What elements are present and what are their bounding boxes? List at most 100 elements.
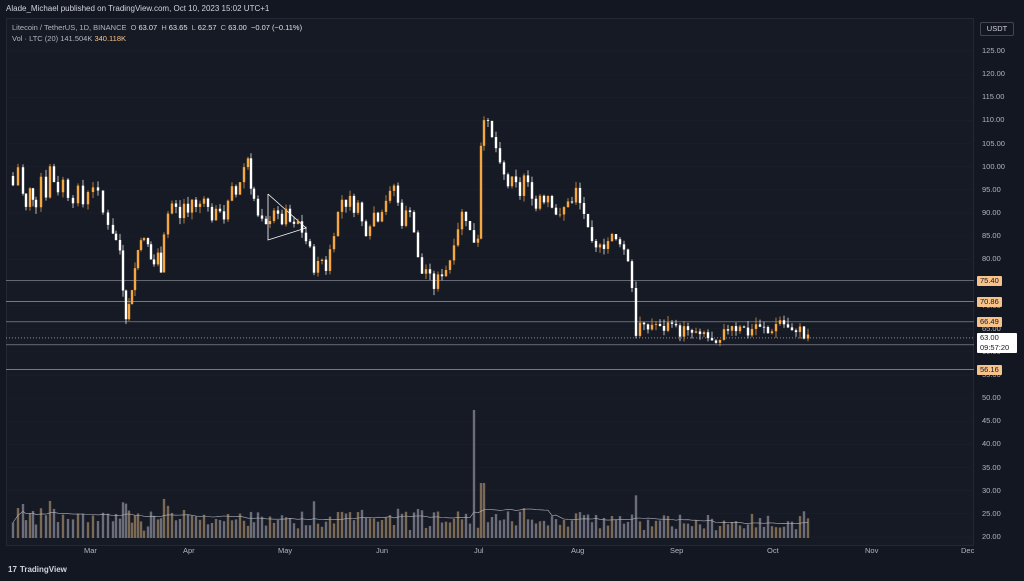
plot-area[interactable] — [6, 18, 974, 546]
candle-body — [602, 244, 606, 249]
candle-body — [162, 234, 166, 273]
volume-bar — [670, 526, 674, 538]
candle-body — [714, 340, 718, 343]
volume-bar — [272, 522, 276, 538]
volume-bar — [610, 515, 614, 538]
volume-bar — [340, 511, 344, 538]
volume-bar — [39, 508, 43, 538]
volume-bar — [586, 514, 590, 538]
candle-body — [234, 186, 238, 195]
candle-body — [206, 198, 210, 207]
volume-bar — [662, 515, 666, 538]
y-tick-label: 35.00 — [982, 462, 1001, 472]
volume-bar — [694, 520, 698, 538]
volume-bar — [190, 515, 194, 538]
candle-body — [666, 322, 670, 331]
candle-body — [582, 203, 586, 214]
high-label: H — [161, 23, 167, 32]
volume-bar — [774, 527, 778, 538]
low-value: 62.57 — [197, 23, 217, 32]
candle-body — [570, 201, 574, 203]
candle-body — [304, 232, 308, 242]
candle-body — [142, 238, 146, 241]
candle-body — [159, 252, 163, 273]
volume-bar — [332, 523, 336, 538]
level-label: 70.86 — [977, 296, 1002, 307]
change-value: −0.07 (−0.11%) — [250, 23, 303, 32]
volume-label[interactable]: Vol · LTC (20) — [12, 34, 59, 43]
volume-bar — [498, 520, 502, 538]
volume-bar — [554, 519, 558, 538]
volume-bar — [292, 523, 296, 538]
candle-body — [372, 212, 376, 227]
candle-body — [218, 208, 222, 212]
volume-bar — [574, 513, 578, 538]
candle-body — [420, 257, 424, 274]
candle-body — [226, 200, 230, 220]
candle-body — [316, 261, 320, 273]
y-tick-label: 40.00 — [982, 439, 1001, 449]
currency-button[interactable]: USDT — [980, 22, 1014, 36]
candle-body — [674, 323, 678, 326]
volume-bar — [388, 515, 392, 538]
candle-body — [61, 179, 65, 193]
publisher-text: Alade_Michael published on TradingView.c… — [6, 4, 270, 13]
volume-bar — [392, 524, 396, 538]
y-tick-label: 45.00 — [982, 416, 1001, 426]
candle-body — [654, 323, 658, 325]
candle-body — [202, 198, 206, 204]
symbol-name[interactable]: Litecoin / TetherUS, 1D, BINANCE — [12, 23, 127, 32]
volume-ma-line — [12, 508, 809, 524]
volume-bar — [66, 518, 70, 538]
volume-bar — [642, 529, 646, 538]
candle-body — [356, 202, 360, 213]
candle-body — [91, 187, 95, 193]
candle-body — [320, 259, 324, 262]
x-tick-label: May — [278, 546, 293, 555]
candle-body — [630, 261, 634, 289]
volume-bar — [806, 518, 810, 538]
volume-bar — [48, 500, 52, 538]
candle-body — [598, 244, 602, 248]
candle-body — [156, 252, 160, 265]
candle-body — [778, 320, 782, 324]
candle-body — [766, 327, 770, 334]
volume-bar — [86, 522, 90, 538]
candle-body — [44, 176, 48, 198]
volume-bar — [304, 525, 308, 538]
candle-body — [514, 176, 518, 183]
volume-bar — [444, 521, 448, 538]
volume-bar — [162, 498, 166, 538]
tradingview-logo[interactable]: 17 TradingView — [8, 565, 67, 574]
candle-body — [774, 323, 778, 332]
candle-body — [130, 290, 134, 305]
volume-bar — [152, 515, 156, 538]
candle-body — [186, 203, 190, 213]
volume-bar — [210, 522, 214, 538]
volume-bar — [794, 529, 798, 538]
candle-body — [264, 218, 268, 225]
candle-body — [170, 203, 174, 214]
volume-bar — [562, 519, 566, 538]
candle-body — [21, 167, 25, 194]
candle-body — [352, 195, 356, 213]
x-tick-label: Apr — [183, 546, 195, 555]
volume-bar — [376, 521, 380, 538]
candle-body — [790, 327, 794, 331]
open-value: 63.07 — [138, 23, 158, 32]
volume-bar — [238, 513, 242, 538]
volume-bar — [452, 518, 456, 538]
volume-bar — [170, 512, 174, 538]
volume-bar — [28, 513, 32, 538]
volume-bar — [436, 511, 440, 538]
volume-bar — [34, 524, 38, 538]
y-tick-label: 20.00 — [982, 532, 1001, 541]
candle-body — [456, 229, 460, 246]
candle-body — [136, 250, 140, 269]
volume-bar — [360, 509, 364, 538]
x-tick-label: Sep — [670, 546, 684, 555]
volume-bar — [142, 530, 146, 538]
candle-body — [482, 120, 486, 146]
volume-bar — [186, 514, 190, 538]
candle-body — [476, 238, 480, 243]
